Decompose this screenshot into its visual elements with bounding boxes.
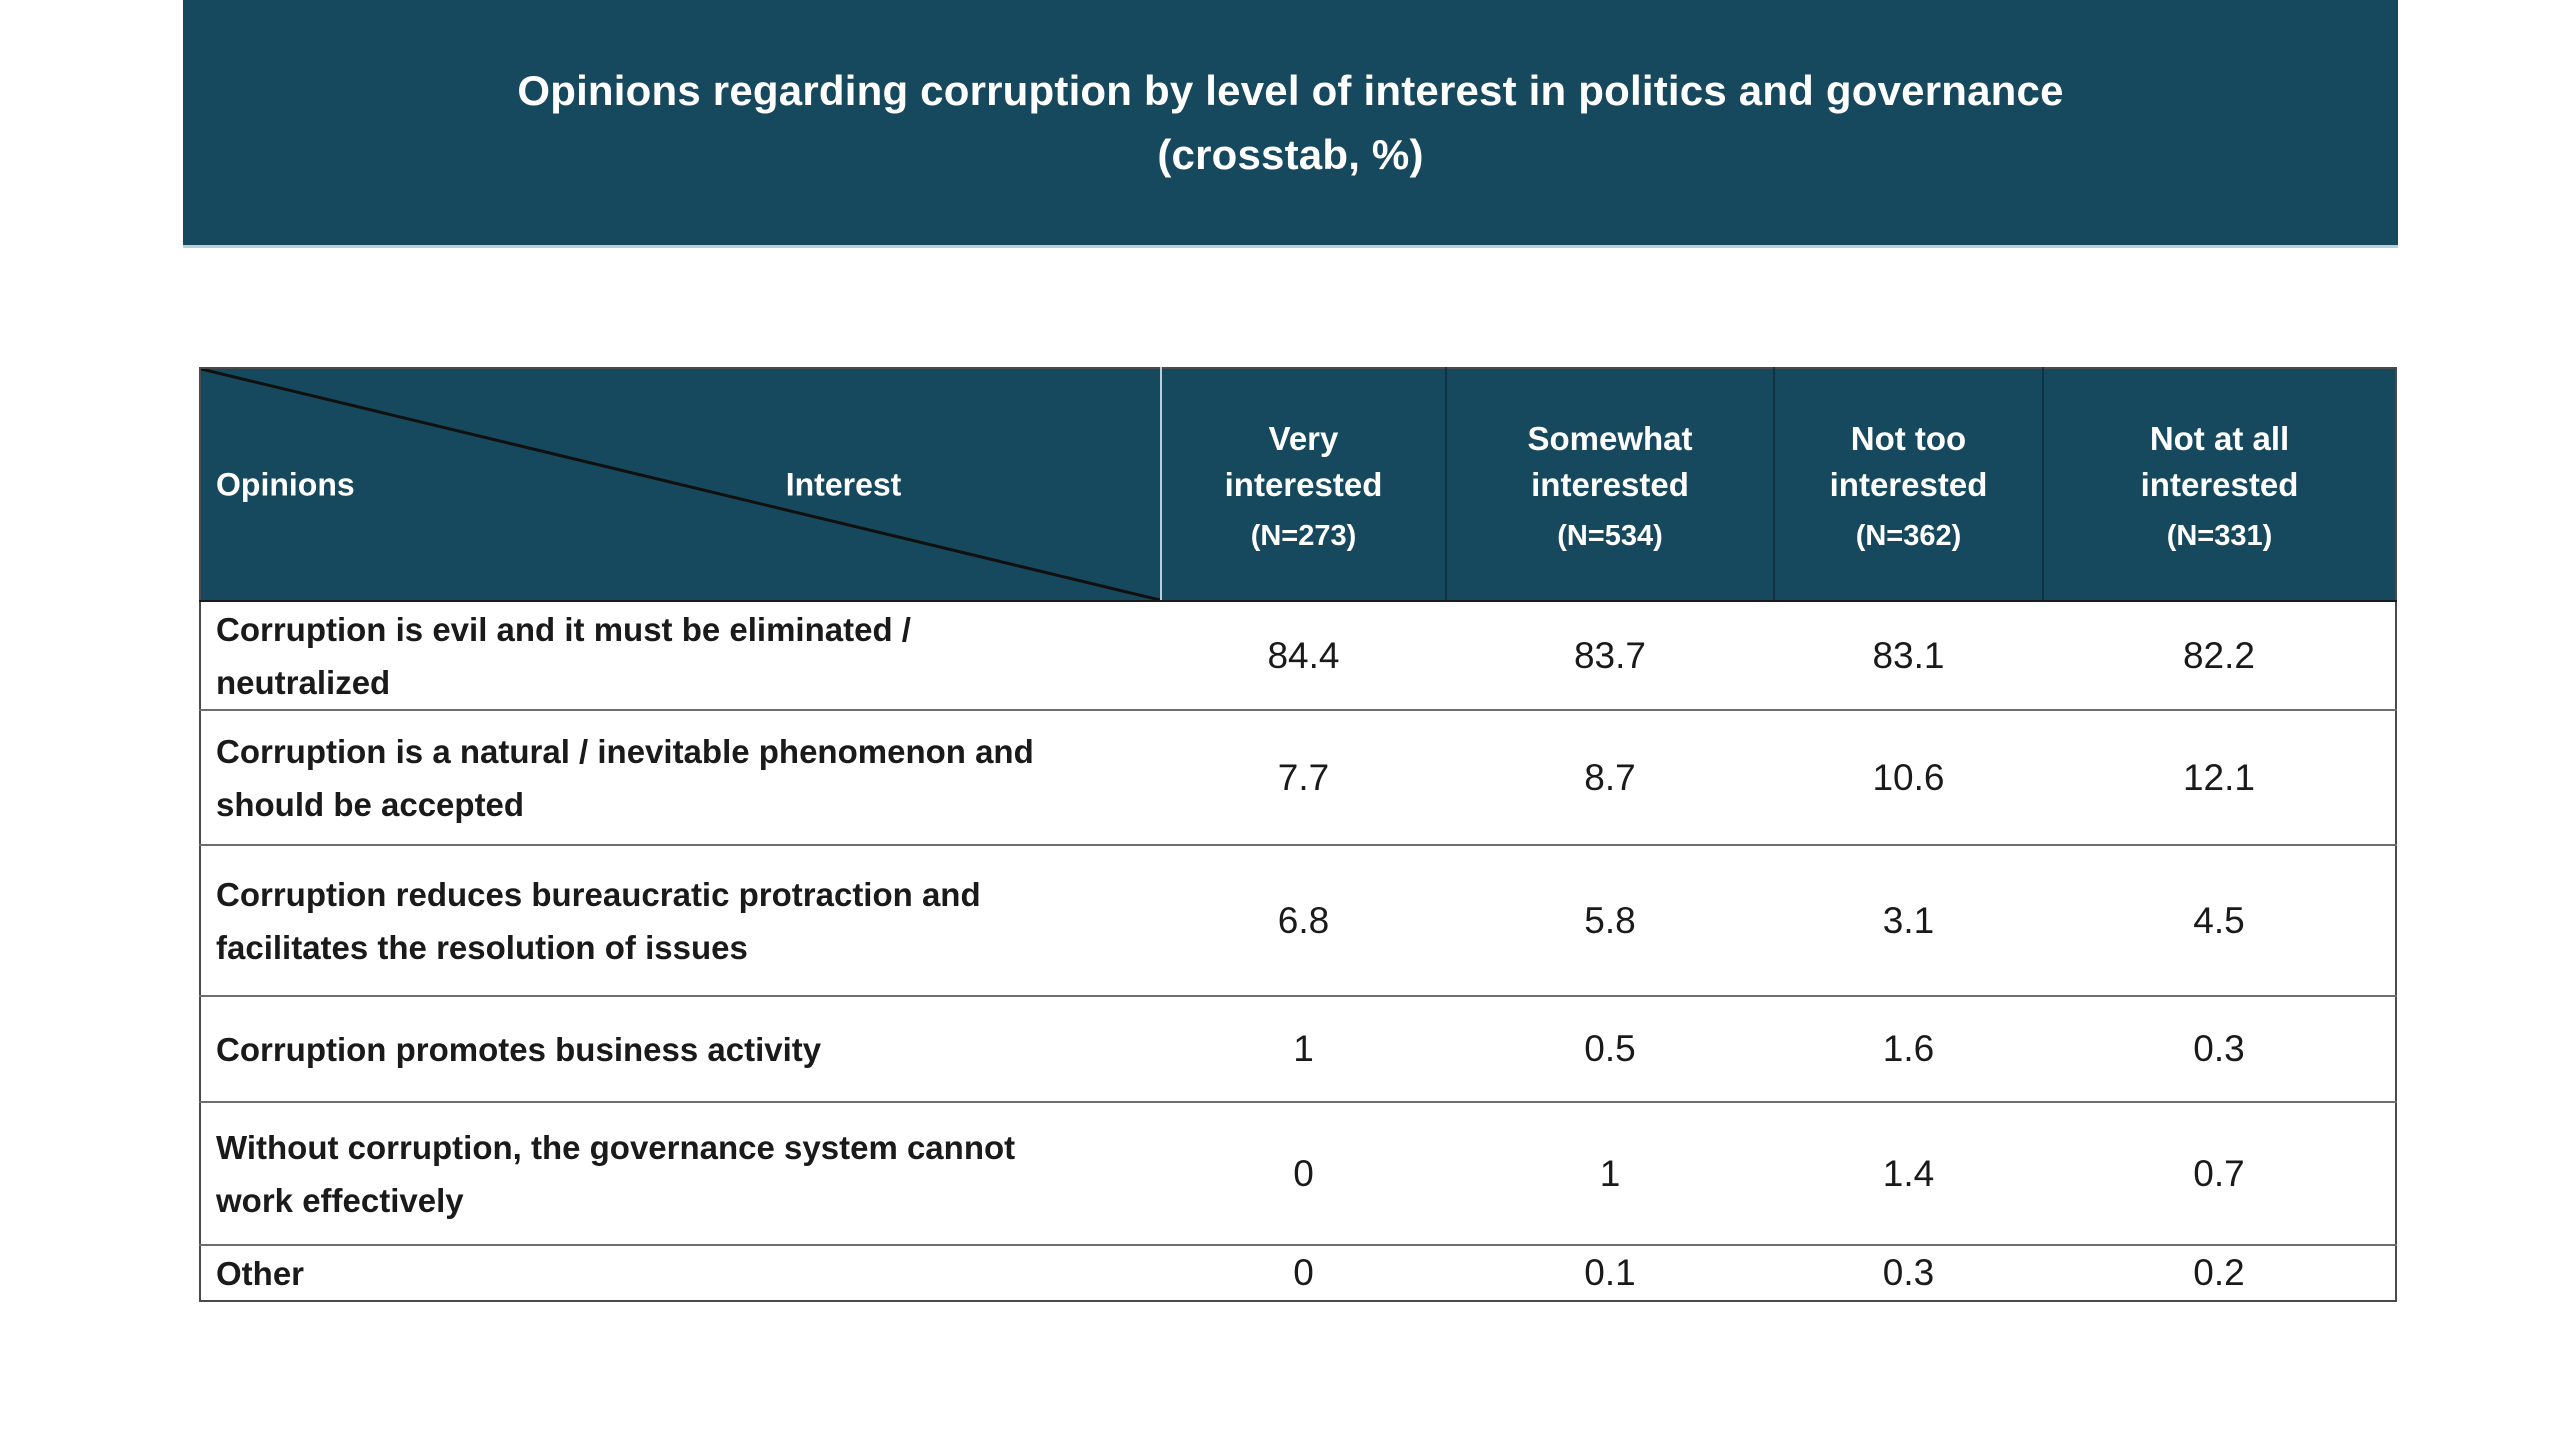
diagonal-divider-line (201, 369, 1160, 600)
row-label: Without corruption, the governance syste… (200, 1101, 1161, 1245)
cell-value: 83.1 (1872, 634, 1945, 676)
table-row: Corruption is a natural / inevitable phe… (200, 709, 2396, 845)
column-header-n-count: (N=362) (1855, 520, 1962, 552)
table-row: Other 0 0.1 0.3 0.2 (200, 1244, 2396, 1301)
column-header-not-too-interested: Not too interested (N=362) (1773, 368, 2043, 602)
cell-value: 1.6 (1774, 995, 2043, 1102)
column-header-somewhat-interested: Somewhat interested (N=534) (1445, 368, 1774, 602)
column-header-label: Not at all interested (2140, 420, 2299, 503)
cell-value: 0.3 (2043, 995, 2396, 1102)
cell-value: 7.7 (1161, 709, 1446, 845)
cell-value: 84.4 (1267, 634, 1340, 676)
cell-value: 1 (1446, 1101, 1774, 1245)
cell-value: 0 (1161, 1244, 1446, 1301)
column-header-very-interested: Very interested (N=273) (1160, 368, 1446, 602)
row-label: Corruption is a natural / inevitable phe… (200, 709, 1161, 845)
cell-value: 0.3 (1774, 1244, 2043, 1301)
cell-value: 8.7 (1446, 709, 1774, 845)
columns-axis-label: Interest (785, 466, 902, 502)
cell-value: 4.5 (2043, 844, 2396, 996)
row-label: Corruption reduces bureaucratic protract… (200, 844, 1161, 996)
row-label: Other (200, 1244, 1161, 1301)
row-label: Corruption promotes business activity (200, 995, 1161, 1102)
cell-value: 82.2 (2182, 634, 2255, 676)
cell-value: 0 (1161, 1101, 1446, 1245)
header-row: Opinions Interest Very interested (N=273… (200, 368, 2396, 602)
cell-value: 5.8 (1446, 844, 1774, 996)
column-header-n-count: (N=273) (1250, 520, 1357, 552)
crosstab-table: Opinions Interest Very interested (N=273… (199, 367, 2397, 1302)
cell-value: 1 (1161, 995, 1446, 1102)
corner-header-cell: Opinions Interest (200, 368, 1161, 602)
cell-value: 0.1 (1446, 1244, 1774, 1301)
row-label: Corruption is evil and it must be elimin… (216, 610, 911, 701)
cell-value: 1.4 (1774, 1101, 2043, 1245)
rows-axis-label: Opinions (216, 466, 355, 502)
table-row: Without corruption, the governance syste… (200, 1101, 2396, 1245)
cell-value: 6.8 (1161, 844, 1446, 996)
cell-value: 12.1 (2043, 709, 2396, 845)
cell-value: 10.6 (1774, 709, 2043, 845)
cell-value: 0.7 (2043, 1101, 2396, 1245)
column-header-label: Not too interested (1829, 420, 1988, 503)
column-header-n-count: (N=331) (2166, 520, 2273, 552)
cell-value: 83.7 (1573, 634, 1646, 676)
table-row: Corruption promotes business activity 1 … (200, 995, 2396, 1102)
title-banner: Opinions regarding corruption by level o… (183, 0, 2398, 248)
table-row: Corruption is evil and it must be elimin… (200, 601, 2396, 710)
column-header-label: Very interested (1224, 420, 1383, 503)
page-title-line2: (crosstab, %) (1157, 130, 1424, 178)
column-header-not-at-all-interested: Not at all interested (N=331) (2042, 368, 2396, 602)
cell-value: 0.2 (2043, 1244, 2396, 1301)
cell-value: 0.5 (1446, 995, 1774, 1102)
column-header-label: Somewhat interested (1527, 420, 1693, 503)
column-header-n-count: (N=534) (1557, 520, 1663, 552)
page-title-line1: Opinions regarding corruption by level o… (517, 66, 2064, 114)
table-row: Corruption reduces bureaucratic protract… (200, 844, 2396, 996)
cell-value: 3.1 (1774, 844, 2043, 996)
